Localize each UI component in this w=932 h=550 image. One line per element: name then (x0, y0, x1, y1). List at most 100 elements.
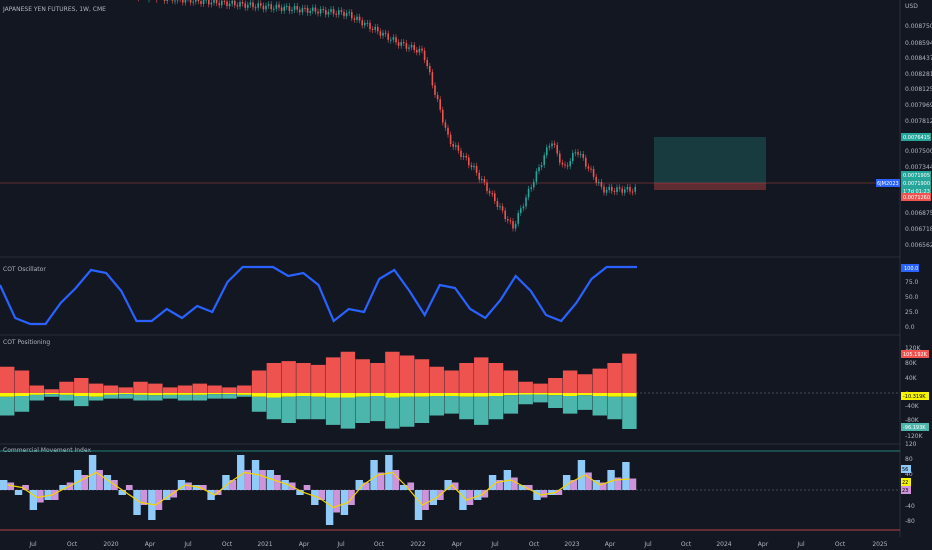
candle-body (574, 152, 577, 154)
candle-body (488, 191, 491, 194)
pos-bar-teal (207, 394, 222, 399)
currency-label: USD (905, 3, 918, 10)
pos-bar-red (237, 385, 252, 393)
pos-bar-red (325, 357, 341, 393)
candle-body (439, 99, 441, 110)
pos-red-label: 105.192K (903, 352, 928, 358)
target-price-badge (901, 133, 931, 141)
candle-body (400, 42, 402, 46)
osc-tick-2: 25.0 (905, 309, 919, 316)
cmi-tick-4: -40 (905, 503, 915, 510)
pos-bar-teal (533, 394, 548, 403)
cmi-bar-blue (311, 490, 319, 505)
candle-body (234, 0, 236, 6)
candle-body (283, 6, 285, 11)
candle-body (314, 7, 317, 12)
candle-body (223, 0, 226, 2)
candle-body (585, 157, 587, 167)
pos-bar-yellow (414, 393, 430, 397)
candle-body (410, 44, 413, 48)
target-price-label: 0.0076415 (903, 135, 930, 141)
candle-body (504, 210, 506, 220)
candle-body (478, 172, 480, 180)
pos-bar-red (103, 385, 119, 393)
pos-bar-yellow (59, 393, 74, 395)
pos-bar-teal (429, 396, 445, 416)
candle-body (520, 208, 522, 214)
stop-price-label: 0.0071260 (903, 195, 930, 201)
candle-body (517, 213, 519, 224)
cmi-bar-pink (348, 490, 355, 505)
candle-body (460, 150, 462, 157)
cmi-bar-pink (377, 472, 385, 490)
price-tick-11: 0.0065625 (905, 242, 932, 249)
symbol-label: 6JM2023 (877, 181, 899, 187)
cmi-bar-blue (296, 490, 304, 495)
pos-bar-teal (474, 396, 489, 425)
pos-bar-red (444, 370, 459, 393)
pos-bar-teal (177, 394, 193, 401)
candle-body (377, 26, 379, 32)
pos-bar-teal (0, 396, 15, 416)
time-label-12: Jul (490, 541, 499, 548)
candle-body (176, 0, 179, 1)
candle-body (501, 206, 504, 211)
candle-body (496, 201, 499, 207)
cmi-pink-label: 23 (902, 488, 908, 494)
cmi-bar-pink (362, 482, 370, 490)
pos-bar-teal (562, 396, 578, 414)
cmi-bar-blue (44, 490, 52, 500)
pos-bar-yellow (607, 393, 622, 397)
chart-title: JAPANESE YEN FUTURES, 1W, CME (2, 6, 106, 13)
pos-bar-red (281, 361, 296, 393)
pos-bar-red (88, 383, 104, 393)
pos-bar-yellow (399, 393, 415, 397)
cmi-bar-pink (81, 475, 89, 490)
pos-bar-red (562, 370, 578, 393)
countdown-label: 1'7d 01:23 (903, 189, 930, 195)
pos-teal-badge (901, 423, 929, 431)
candle-body (244, 3, 246, 8)
pos-bar-red (429, 366, 445, 393)
candle-body (556, 144, 558, 154)
candle-body (540, 164, 543, 168)
pos-bar-teal (118, 394, 133, 399)
position-stop-zone[interactable] (654, 183, 766, 190)
cmi-bar-blue (118, 490, 126, 495)
candle-body (408, 47, 410, 49)
candle-body (509, 220, 512, 222)
pos-bar-red (74, 378, 89, 393)
candle-body (457, 145, 460, 151)
pos-bar-red (385, 351, 400, 393)
cmi-tick-0: 120 (905, 441, 917, 448)
cmi-bar-blue (88, 455, 97, 490)
candle-body (582, 154, 584, 158)
pos-bar-red (207, 385, 222, 393)
candle-series (138, 0, 636, 232)
candle-body (254, 7, 257, 9)
candle-body (369, 22, 371, 30)
cmi-bar-pink (496, 480, 503, 490)
candle-body (405, 43, 408, 49)
candle-body (301, 7, 304, 13)
candle-body (215, 0, 218, 4)
cmi-bar-blue (192, 485, 200, 490)
cmi-yellow-badge (901, 478, 911, 486)
candle-body (481, 178, 483, 180)
cmi-bar-blue (414, 490, 423, 520)
position-target-zone[interactable] (654, 137, 766, 183)
pos-tick-5: -80K (905, 417, 920, 424)
current-price-label-2: 0.0071900 (903, 181, 930, 187)
cmi-bar-blue (503, 470, 512, 490)
cmi-bar-pink (392, 470, 400, 490)
time-label-22: 2025 (872, 541, 887, 548)
cmi-signal-line (7, 471, 630, 509)
pos-bar-teal (14, 396, 30, 412)
candle-body (553, 143, 556, 145)
pos-bar-red (459, 363, 474, 393)
candle-body (275, 4, 278, 9)
pos-bar-red (474, 357, 489, 393)
cmi-bar-pink (407, 482, 415, 490)
cmi-bar-pink (422, 490, 429, 510)
